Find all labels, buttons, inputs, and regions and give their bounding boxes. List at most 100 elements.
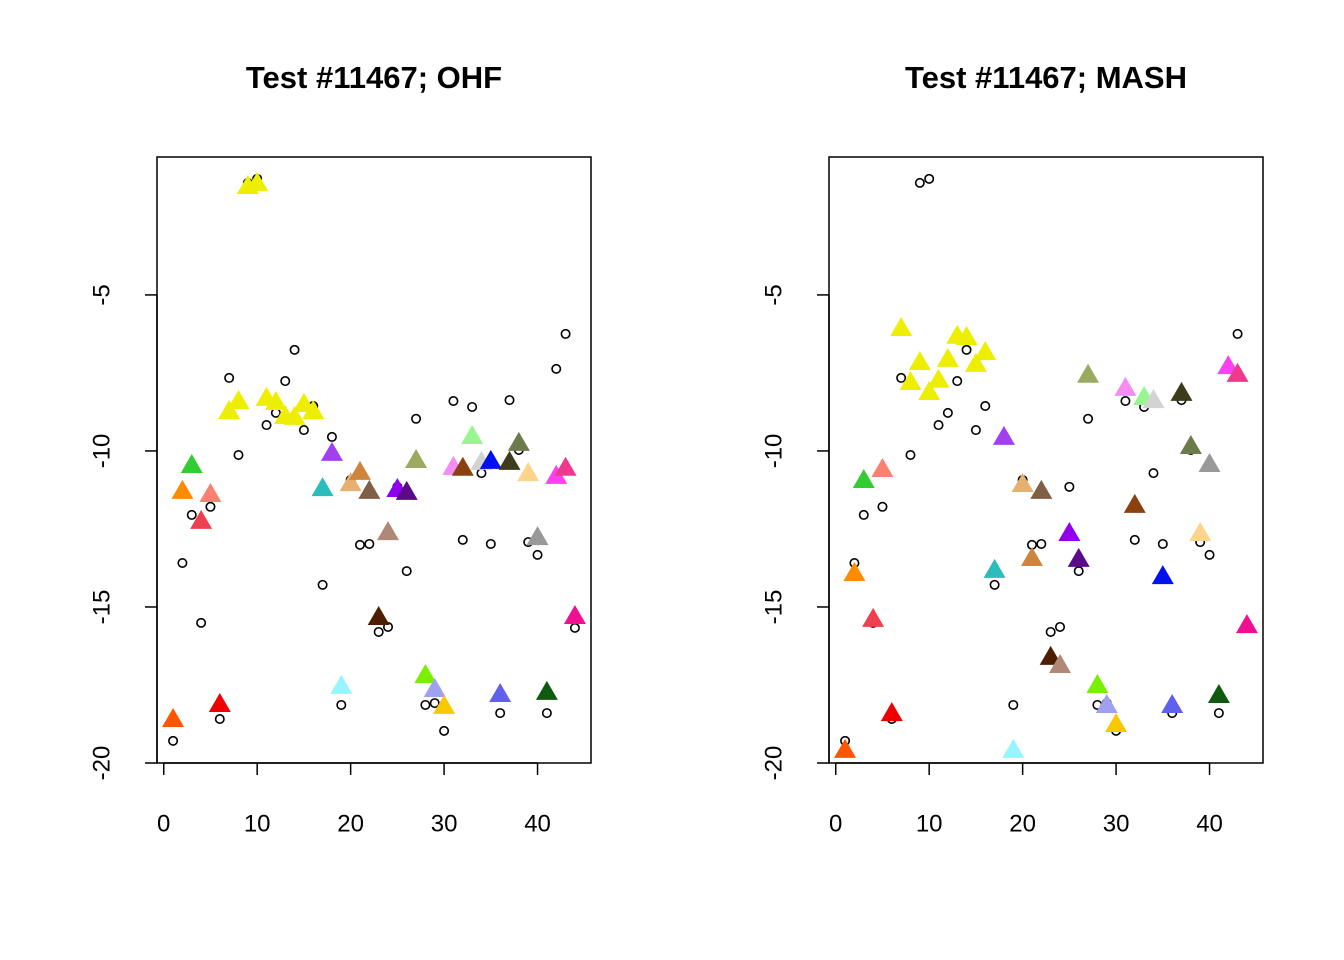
circle-point — [532, 549, 543, 560]
plot-box — [828, 156, 1264, 764]
triangle-point — [395, 480, 418, 500]
triangle-point — [1002, 738, 1025, 758]
triangle-point — [414, 664, 437, 684]
circle-point — [261, 420, 272, 431]
y-tick-label: -20 — [88, 746, 115, 781]
circle-point — [905, 450, 916, 461]
triangle-point — [1058, 522, 1081, 542]
circle-point — [495, 708, 506, 719]
triangle-point — [1161, 693, 1184, 713]
circle-point — [541, 708, 552, 719]
triangle-point — [535, 680, 558, 700]
circle-point — [205, 501, 216, 512]
circle-point — [1008, 699, 1019, 710]
y-tick-label: -5 — [88, 284, 115, 305]
circle-point — [280, 376, 291, 387]
circle-point — [485, 538, 496, 549]
triangle-point — [180, 453, 203, 473]
circle-point — [942, 407, 953, 418]
triangle-point — [171, 479, 194, 499]
triangle-point — [199, 483, 222, 503]
circle-point — [1129, 534, 1140, 545]
triangle-point — [862, 607, 885, 627]
x-tick-label: 20 — [1009, 810, 1036, 837]
circle-point — [858, 509, 869, 520]
circle-point — [298, 425, 309, 436]
triangle-point — [1226, 362, 1249, 382]
circle-point — [896, 372, 907, 383]
triangle-point — [554, 456, 577, 476]
triangle-point — [880, 702, 903, 722]
chart-title: Test #11467; MASH — [905, 60, 1187, 95]
circle-point — [411, 413, 422, 424]
circle-point — [1083, 413, 1094, 424]
triangle-point — [908, 351, 931, 371]
triangle-point — [1179, 434, 1202, 454]
triangle-point — [1105, 712, 1128, 732]
circle-point — [233, 450, 244, 461]
circle-point — [317, 579, 328, 590]
triangle-point — [927, 368, 950, 388]
circle-point — [560, 328, 571, 339]
triangle-point — [834, 738, 857, 758]
circle-point — [569, 622, 580, 633]
triangle-point — [843, 561, 866, 581]
circle-point — [1045, 626, 1056, 637]
circle-point — [168, 735, 179, 746]
triangle-point — [1151, 565, 1174, 585]
circle-point — [933, 420, 944, 431]
y-tick-label: -20 — [760, 746, 787, 781]
triangle-point — [423, 678, 446, 698]
triangle-point — [1011, 473, 1034, 493]
triangle-point — [517, 462, 540, 482]
circle-point — [420, 699, 431, 710]
x-tick-label: 40 — [1196, 810, 1223, 837]
triangle-point — [918, 380, 941, 400]
circle-point — [551, 363, 562, 374]
circle-point — [970, 425, 981, 436]
circle-point — [980, 401, 991, 412]
triangle-point — [367, 605, 390, 625]
y-tick-label: -15 — [88, 590, 115, 625]
circle-point — [354, 539, 365, 550]
triangle-point — [1030, 479, 1053, 499]
triangle-point — [1235, 614, 1258, 634]
circle-point — [448, 396, 459, 407]
triangle-point — [162, 708, 185, 728]
circle-point — [504, 395, 515, 406]
x-tick-label: 0 — [829, 810, 842, 837]
triangle-point — [852, 468, 875, 488]
triangle-point — [507, 431, 530, 451]
circle-point — [1204, 549, 1215, 560]
circle-point — [989, 579, 1000, 590]
circle-point — [186, 509, 197, 520]
triangle-point — [955, 326, 978, 346]
circle-point — [196, 617, 207, 628]
circle-point — [1036, 538, 1047, 549]
y-tick-label: -5 — [760, 284, 787, 305]
triangle-point — [1170, 381, 1193, 401]
triangle-point — [1039, 645, 1062, 665]
triangle-point — [936, 347, 959, 367]
triangle-point — [1049, 654, 1072, 674]
x-tick-label: 20 — [337, 810, 364, 837]
circle-point — [439, 725, 450, 736]
triangle-point — [871, 458, 894, 478]
circle-point — [457, 534, 468, 545]
triangle-point — [330, 674, 353, 694]
triangle-point — [1086, 673, 1109, 693]
triangle-point — [526, 526, 549, 546]
triangle-point — [348, 460, 371, 480]
triangle-point — [1142, 389, 1165, 409]
plot-box — [156, 156, 592, 764]
circle-point — [429, 698, 440, 709]
triangle-point — [1189, 522, 1212, 542]
triangle-point — [264, 390, 287, 410]
triangle-point — [983, 558, 1006, 578]
triangle-point — [1207, 683, 1230, 703]
triangle-point — [1123, 493, 1146, 513]
x-tick-label: 0 — [157, 810, 170, 837]
x-tick-label: 10 — [916, 810, 943, 837]
triangle-point — [899, 370, 922, 390]
